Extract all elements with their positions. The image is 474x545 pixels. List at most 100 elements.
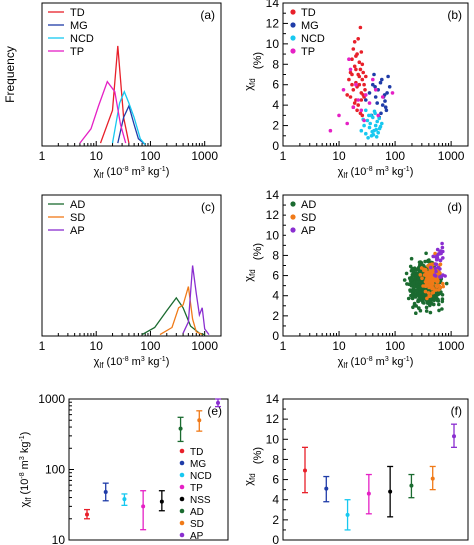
panel-d-point-ad bbox=[416, 299, 421, 303]
panel-f-mean-ad bbox=[409, 483, 414, 488]
panel-b-point-td bbox=[361, 70, 366, 75]
panel-d-point-ap bbox=[435, 247, 440, 252]
panel-b-point-tp bbox=[390, 91, 395, 95]
panel-c-xtick-label: 1 bbox=[39, 339, 46, 353]
panel-b-point-ncd bbox=[365, 118, 370, 123]
panel-d-point-ad bbox=[417, 306, 421, 310]
panel-b-point-td bbox=[358, 25, 363, 30]
panel-b-xlabel-part: m bbox=[373, 166, 385, 178]
panel-b-point-mg bbox=[380, 103, 385, 107]
panel-b-point-mg bbox=[371, 82, 375, 87]
panel-b-legend-label: MG bbox=[301, 20, 319, 32]
panel-d-point-ap bbox=[429, 265, 433, 270]
panel-d-ytick-label: 2 bbox=[272, 309, 279, 323]
panel-a-frame bbox=[41, 2, 222, 147]
panel-e-legend-label: NCD bbox=[190, 471, 212, 482]
panel-d-point-ad bbox=[432, 298, 437, 303]
panel-e-mean-nss bbox=[159, 499, 164, 504]
panel-b-point-ncd bbox=[371, 133, 376, 137]
panel-d-point-ad bbox=[427, 258, 431, 262]
panel-f-mean-ap bbox=[452, 434, 456, 439]
panel-c-xlabel-part: kg bbox=[145, 356, 160, 368]
panel-a-xlabel-part: lf bbox=[99, 171, 104, 180]
panel-b-point-tp bbox=[356, 98, 361, 102]
panel-a-xlabel-part: χ bbox=[94, 166, 100, 178]
panel-c-legend-label: AP bbox=[70, 225, 85, 237]
panel-d-legend-marker bbox=[290, 214, 296, 220]
panel-e-ylabel-part: -1 bbox=[19, 435, 26, 441]
panel-a: (a) 1 10 100 1000 χlf (10-8 m3 kg-1) Frequency… bbox=[3, 2, 222, 180]
panel-b-point-td bbox=[364, 74, 368, 79]
panel-b-xtick-label: 10 bbox=[332, 149, 346, 163]
panel-e-legend-label: TP bbox=[190, 483, 203, 494]
panel-f-mean-nss bbox=[388, 489, 393, 494]
panel-f-ylabel-unit: (%) bbox=[252, 447, 264, 464]
panel-e: (e) 10 100 1000 χlf (10-8 m3 kg-1) TDMGNCDTPN… bbox=[19, 392, 229, 545]
panel-d-ytick-label: 12 bbox=[266, 208, 280, 222]
panel-b-point-ncd bbox=[373, 123, 378, 128]
panel-f-ylabel-chi: χfd bbox=[243, 473, 257, 485]
panel-c-xtick-label: 100 bbox=[140, 339, 160, 353]
panel-e-legend-marker bbox=[179, 484, 185, 490]
panel-b-legend-label: TD bbox=[301, 7, 316, 19]
panel-d-point-sd bbox=[430, 281, 435, 286]
panel-b-point-tp bbox=[373, 88, 378, 92]
panel-b-point-tp bbox=[347, 57, 351, 61]
panel-b-xlabel-part: ) bbox=[410, 166, 414, 178]
panel-d-point-sd bbox=[436, 288, 441, 292]
panel-b-point-mg bbox=[380, 77, 384, 82]
panel-d-point-ad bbox=[412, 276, 417, 281]
panel-b-point-mg bbox=[387, 85, 392, 89]
panel-b-xlabel-part: (10 bbox=[347, 166, 366, 178]
panel-d-point-ad bbox=[406, 296, 411, 301]
panel-b-legend-label: NCD bbox=[301, 33, 325, 45]
panel-f-ytick-label: 8 bbox=[272, 452, 279, 466]
panel-a-xlabel: χlf (10-8 m3 kg-1) bbox=[94, 166, 170, 180]
panel-b-point-ncd bbox=[377, 116, 382, 121]
panel-d-point-ap bbox=[440, 245, 445, 250]
panel-b-point-tp bbox=[345, 121, 350, 126]
panel-b-legend-marker bbox=[290, 48, 296, 54]
panel-d-point-ap bbox=[441, 256, 445, 260]
panel-a-xlabel-part: 3 bbox=[141, 166, 145, 173]
panel-a-legend-label: MG bbox=[70, 20, 88, 32]
panel-b-point-td bbox=[362, 82, 366, 87]
panel-f-ytick-label: 2 bbox=[272, 513, 279, 527]
panel-d-point-ad bbox=[423, 259, 427, 264]
panel-d-point-ap bbox=[438, 258, 442, 263]
panel-b-point-mg bbox=[367, 91, 372, 95]
panel-b-xlabel-part: 3 bbox=[385, 166, 389, 173]
panel-e-mean-ad bbox=[178, 426, 183, 431]
panel-c-xlabel-part: (10 bbox=[103, 356, 122, 368]
panel-b-point-ncd bbox=[370, 129, 375, 134]
panel-d-point-ad bbox=[419, 295, 424, 300]
panel-b-ytick-label: 10 bbox=[266, 37, 280, 51]
panel-d-point-ad bbox=[444, 281, 449, 286]
panel-c-xlabel: χlf (10-8 m3 kg-1) bbox=[94, 356, 170, 370]
panel-e-legend-label: MG bbox=[190, 459, 206, 470]
panel-d-point-sd bbox=[418, 273, 423, 277]
panel-b-legend-marker bbox=[290, 9, 296, 15]
panel-b-point-mg bbox=[386, 74, 390, 79]
panel-c-series-sd bbox=[159, 286, 203, 336]
panel-d-point-sd bbox=[428, 262, 432, 267]
panel-d-point-ad bbox=[411, 305, 415, 310]
panel-b-point-td bbox=[351, 88, 356, 92]
panel-d-point-ad bbox=[409, 284, 414, 288]
panel-d-ylabel-unit: (%) bbox=[252, 243, 264, 260]
panel-e-mean-tp bbox=[141, 504, 146, 509]
panel-b-point-tp bbox=[362, 118, 366, 123]
panel-b-point-td bbox=[359, 98, 364, 102]
panel-b-ylabel-chi: χfd bbox=[243, 78, 257, 90]
panel-a-panel-label: (a) bbox=[200, 8, 215, 22]
panel-c-xlabel-part: χ bbox=[94, 356, 100, 368]
panel-b-point-td bbox=[359, 50, 364, 54]
panel-d-legend-label: AP bbox=[301, 225, 316, 237]
panel-b-point-tp bbox=[348, 67, 353, 72]
panel-b-xlabel: χlf (10-8 m3 kg-1) bbox=[338, 166, 414, 180]
panel-b-xtick-label: 1 bbox=[280, 149, 287, 163]
panel-d-xtick-label: 100 bbox=[385, 339, 405, 353]
panel-b-point-tp bbox=[380, 95, 385, 99]
